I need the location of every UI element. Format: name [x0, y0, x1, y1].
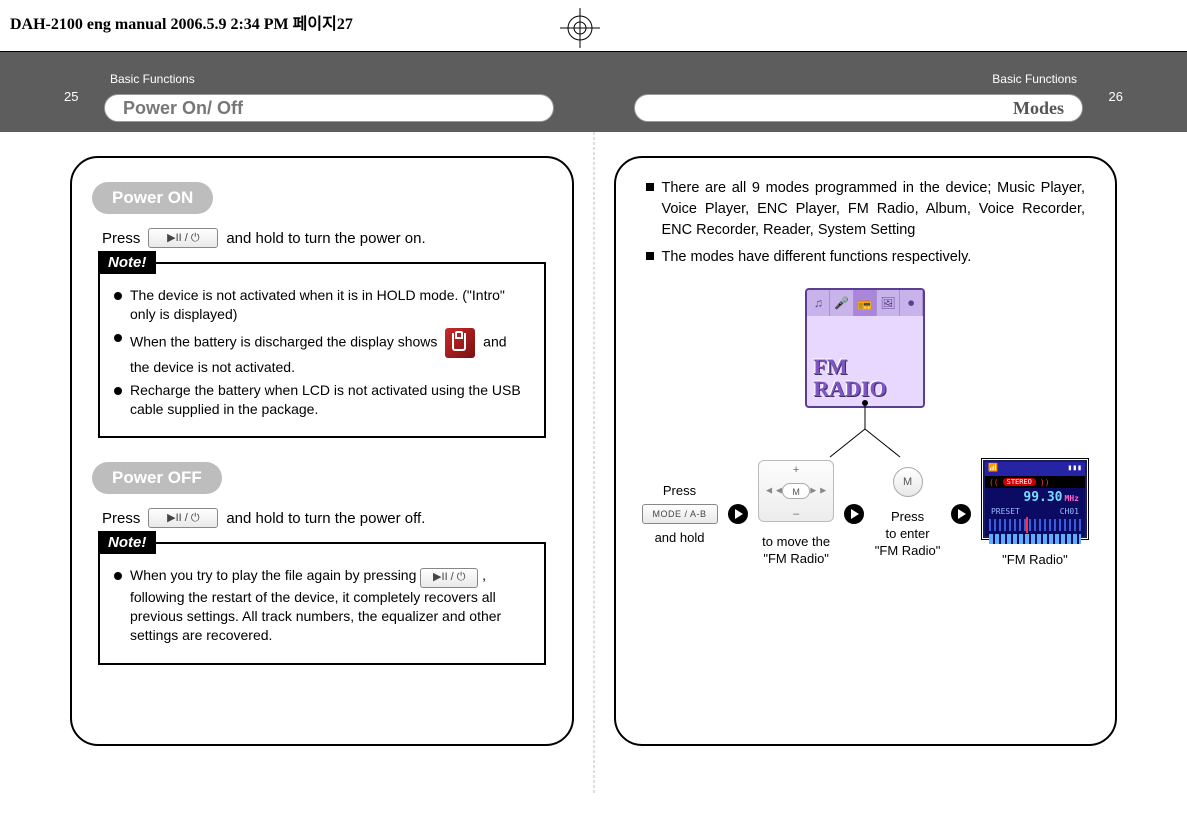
power-off-instruction: Press ▶II / ⏻ and hold to turn the power… [102, 508, 546, 528]
frequency-value: 99.30 [1023, 490, 1062, 505]
section-power-on-title: Power ON [92, 182, 213, 214]
text: Press [102, 230, 140, 247]
flow-step-1: Press MODE / A-B and hold [642, 483, 718, 545]
text: and hold to turn the power on. [226, 230, 425, 247]
note-box-2: Note! When you try to play the file agai… [98, 542, 546, 664]
music-mode-icon: ♫ [807, 290, 830, 316]
volume-bars-icon [989, 534, 1081, 544]
text: Press [891, 509, 924, 524]
page-title-left: Power On/ Off [104, 94, 554, 122]
note-item: The device is not activated when it is i… [114, 286, 530, 324]
stereo-badge: STEREO [1003, 478, 1036, 486]
text: "FM Radio" [875, 543, 941, 558]
print-stamp: DAH-2100 eng manual 2006.5.9 2:34 PM 페이지… [10, 10, 353, 34]
print-meta-bar: DAH-2100 eng manual 2006.5.9 2:34 PM 페이지… [0, 0, 1187, 52]
pointer-lines-icon [820, 399, 910, 464]
right-panel: There are all 9 modes programmed in the … [614, 156, 1118, 746]
mode-icon-row: ♫ 🎤 📻 🖼 ⏺ [807, 290, 923, 316]
arrow-right-icon [843, 503, 865, 525]
text: Press [102, 510, 140, 527]
text: and hold to turn the power off. [226, 510, 425, 527]
text: to move the [762, 534, 830, 549]
arrow-right-icon [950, 503, 972, 525]
radio-mode-icon: 📻 [854, 290, 877, 316]
list-item: There are all 9 modes programmed in the … [646, 178, 1086, 241]
flow-step-3: M Press to enter "FM Radio" [875, 467, 941, 560]
text: When the battery is discharged the displ… [130, 333, 437, 349]
left-panel: Power ON Press ▶II / ⏻ and hold to turn … [70, 156, 574, 746]
rec-mode-icon: ⏺ [900, 290, 923, 316]
tuning-scale-icon [989, 519, 1081, 531]
section-power-off-title: Power OFF [92, 462, 222, 494]
m-button-icon: M [893, 467, 923, 497]
list-item: The modes have different functions respe… [646, 247, 1086, 268]
channel-label: CH01 [1060, 507, 1079, 516]
text: Press [663, 483, 696, 498]
battery-icon: ▮▮▮ [1068, 463, 1082, 475]
play-power-button-icon: ▶II / ⏻ [420, 568, 478, 588]
fm-radio-screenshot: 📶▮▮▮ ((STEREO)) 99.30MHz PRESETCH01 [981, 458, 1089, 540]
power-on-instruction: Press ▶II / ⏻ and hold to turn the power… [102, 228, 546, 248]
text: "FM Radio" [1002, 552, 1068, 567]
arrow-right-icon [727, 503, 749, 525]
breadcrumb-right: Basic Functions [992, 72, 1077, 86]
play-power-button-icon: ▶II / ⏻ [148, 508, 218, 528]
flow-step-2: +– ◄◄►► M to move the "FM Radio" [758, 460, 834, 568]
dpad-icon: +– ◄◄►► M [758, 460, 834, 522]
preset-label: PRESET [991, 507, 1020, 516]
text: to enter [886, 526, 930, 541]
note-label: Note! [98, 531, 156, 554]
header-band: 25 26 Basic Functions Power On/ Off Basi… [0, 52, 1187, 132]
text: When you try to play the file again by p… [130, 567, 416, 583]
note-label: Note! [98, 251, 156, 274]
antenna-icon: 📶 [988, 463, 998, 475]
play-power-button-icon: ▶II / ⏻ [148, 228, 218, 248]
mhz-label: MHz [1065, 494, 1079, 503]
text: RADIO [813, 376, 886, 401]
m-key-icon: M [782, 483, 810, 499]
text: and hold [655, 530, 705, 545]
note-item: Recharge the battery when LCD is not act… [114, 381, 530, 419]
note-box-1: Note! The device is not activated when i… [98, 262, 546, 438]
low-battery-icon [445, 328, 475, 358]
flow-step-4: 📶▮▮▮ ((STEREO)) 99.30MHz PRESETCH01 "FM … [981, 458, 1089, 569]
breadcrumb-left: Basic Functions [110, 72, 195, 86]
page-title-right: Modes [634, 94, 1084, 122]
registration-mark-icon [560, 8, 600, 48]
note-item: When the battery is discharged the displ… [114, 328, 530, 377]
modes-description-list: There are all 9 modes programmed in the … [646, 178, 1086, 268]
voice-mode-icon: 🎤 [830, 290, 853, 316]
album-mode-icon: 🖼 [877, 290, 900, 316]
note-item: When you try to play the file again by p… [114, 566, 530, 644]
mode-flow: Press MODE / A-B and hold +– ◄◄►► M to m… [642, 458, 1090, 569]
fm-radio-label: FM RADIO [813, 356, 886, 400]
device-mode-screen: ♫ 🎤 📻 🖼 ⏺ FM RADIO [805, 288, 925, 408]
mode-ab-button-icon: MODE / A-B [642, 504, 718, 524]
text: "FM Radio" [763, 551, 829, 566]
